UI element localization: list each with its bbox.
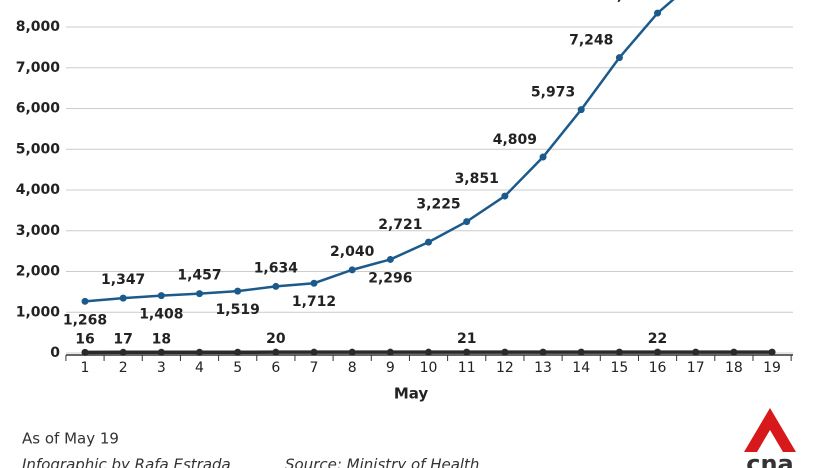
data-label: 20 [266, 331, 286, 347]
point [692, 348, 700, 356]
point [730, 348, 738, 356]
x-tick-label: 16 [649, 360, 667, 376]
logo: cna [744, 408, 796, 468]
x-axis-label: May [394, 385, 429, 403]
point [539, 348, 547, 356]
x-tick-label: 4 [195, 360, 204, 376]
point [81, 297, 89, 305]
point [501, 348, 509, 356]
x-tick-label: 1 [81, 360, 90, 376]
y-tick-label: 4,000 [16, 182, 61, 198]
y-tick-label: 0 [50, 345, 60, 361]
data-label: 1,408 [139, 307, 183, 323]
x-tick-label: 17 [687, 360, 705, 376]
data-label: 2,040 [330, 244, 375, 260]
point [348, 266, 356, 274]
data-label: 22 [648, 331, 667, 347]
source: Source: Ministry of Health [285, 456, 479, 468]
y-tick-label: 1,000 [16, 304, 61, 320]
x-tick-label: 10 [420, 360, 438, 376]
x-tick-label: 9 [386, 360, 395, 376]
data-label: 7,248 [569, 33, 613, 49]
y-tick-label: 8,000 [16, 19, 61, 35]
y-tick-label: 6,000 [16, 101, 61, 117]
data-label: 18 [152, 331, 171, 347]
y-tick-label: 2,000 [16, 264, 61, 280]
x-tick-label: 6 [271, 360, 280, 376]
x-tick-label: 11 [458, 360, 476, 376]
x-tick-label: 12 [496, 360, 514, 376]
point [157, 348, 165, 356]
point [196, 348, 204, 356]
y-tick-label: 7,000 [16, 60, 61, 76]
point [463, 348, 471, 356]
credit: Infographic by Rafa Estrada [22, 456, 231, 468]
point [615, 348, 623, 356]
point [615, 54, 623, 62]
x-tick-label: 7 [310, 360, 319, 376]
point [577, 348, 585, 356]
grid [66, 26, 793, 354]
data-label: 4,809 [493, 132, 537, 148]
data-label: 8,342 [607, 0, 651, 4]
data-label: 2,296 [368, 270, 412, 286]
point [234, 348, 242, 356]
x-tick-label: 18 [725, 360, 743, 376]
data-label: 1,268 [63, 312, 107, 328]
data-label: 1,712 [292, 294, 336, 310]
point [501, 192, 509, 200]
point [196, 290, 204, 298]
point [272, 282, 280, 290]
point [119, 294, 127, 302]
point [310, 348, 318, 356]
point [425, 348, 433, 356]
data-label: 3,225 [416, 197, 460, 213]
data-label: 1,347 [101, 272, 145, 288]
x-tick-label: 3 [157, 360, 166, 376]
point [310, 279, 318, 287]
x-tick-label: 15 [610, 360, 628, 376]
data-label: 16 [75, 331, 94, 347]
data-label: 1,634 [254, 260, 299, 276]
point [234, 287, 242, 295]
data-label: 1,457 [177, 268, 221, 284]
point [119, 348, 127, 356]
data-label: 17 [113, 331, 132, 347]
point [81, 348, 89, 356]
data-label: 3,851 [455, 171, 499, 187]
point [654, 348, 662, 356]
point [425, 238, 433, 246]
point [386, 255, 394, 263]
data-label: 2,721 [378, 217, 422, 233]
x-tick-label: 2 [119, 360, 128, 376]
y-tick-label: 5,000 [16, 141, 61, 157]
plot-area [81, 0, 776, 356]
x-tick-label: 8 [348, 360, 357, 376]
point [539, 153, 547, 161]
x-tick-label: 5 [233, 360, 242, 376]
x-tick-label: 19 [763, 360, 781, 376]
point [272, 348, 280, 356]
data-label: 5,973 [531, 85, 575, 101]
y-tick-label: 3,000 [16, 223, 61, 239]
point [768, 348, 776, 356]
data-label: 21 [457, 331, 476, 347]
as-of: As of May 19 [22, 430, 119, 448]
point [577, 106, 585, 114]
logo-text: cna [746, 450, 794, 468]
x-tick-label: 14 [572, 360, 590, 376]
point [157, 292, 165, 300]
point [348, 348, 356, 356]
point [386, 348, 394, 356]
x-tick-label: 13 [534, 360, 552, 376]
point [654, 9, 662, 17]
logo-mark [744, 408, 796, 452]
point [463, 218, 471, 226]
data-label: 1,519 [216, 302, 260, 318]
